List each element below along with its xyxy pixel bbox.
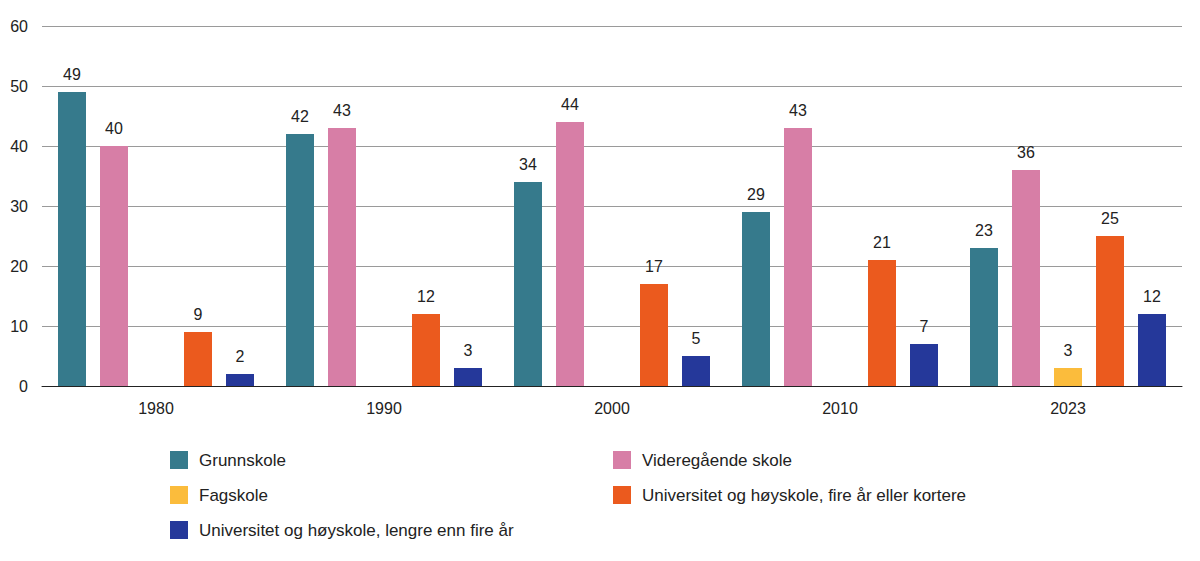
svg-text:60: 60: [10, 18, 28, 35]
svg-text:5: 5: [692, 330, 701, 347]
svg-text:44: 44: [561, 96, 579, 113]
svg-text:30: 30: [10, 198, 28, 215]
svg-text:0: 0: [19, 378, 28, 395]
svg-text:2023: 2023: [1050, 400, 1086, 417]
svg-text:17: 17: [645, 258, 663, 275]
svg-text:43: 43: [333, 102, 351, 119]
svg-text:36: 36: [1017, 144, 1035, 161]
svg-text:1990: 1990: [366, 400, 402, 417]
svg-text:3: 3: [1064, 342, 1073, 359]
svg-text:Fagskole: Fagskole: [199, 486, 268, 505]
svg-text:34: 34: [519, 156, 537, 173]
svg-text:10: 10: [10, 318, 28, 335]
svg-text:3: 3: [464, 342, 473, 359]
svg-text:40: 40: [10, 138, 28, 155]
svg-text:2: 2: [236, 348, 245, 365]
svg-text:2000: 2000: [594, 400, 630, 417]
svg-text:42: 42: [291, 108, 309, 125]
svg-text:12: 12: [417, 288, 435, 305]
svg-text:40: 40: [105, 120, 123, 137]
svg-text:43: 43: [789, 102, 807, 119]
svg-text:29: 29: [747, 186, 765, 203]
svg-text:1980: 1980: [138, 400, 174, 417]
svg-text:2010: 2010: [822, 400, 858, 417]
svg-text:Grunnskole: Grunnskole: [199, 451, 286, 470]
svg-text:Videregående skole: Videregående skole: [642, 451, 792, 470]
svg-text:Universitet og høyskole, fire: Universitet og høyskole, fire år eller k…: [642, 486, 966, 505]
svg-text:9: 9: [194, 306, 203, 323]
svg-text:49: 49: [63, 66, 81, 83]
svg-text:23: 23: [975, 222, 993, 239]
svg-text:21: 21: [873, 234, 891, 251]
svg-text:12: 12: [1143, 288, 1161, 305]
svg-text:Universitet og høyskole, lengr: Universitet og høyskole, lengre enn fire…: [199, 521, 514, 540]
svg-text:7: 7: [920, 318, 929, 335]
svg-text:25: 25: [1101, 210, 1119, 227]
svg-text:50: 50: [10, 78, 28, 95]
svg-text:20: 20: [10, 258, 28, 275]
